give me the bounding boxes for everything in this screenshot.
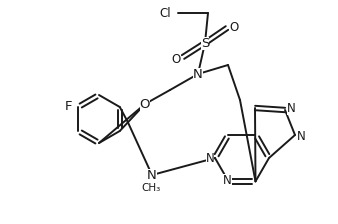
Text: S: S: [201, 37, 209, 50]
Text: N: N: [193, 67, 203, 80]
Text: F: F: [65, 99, 72, 112]
Text: N: N: [287, 101, 295, 114]
Text: N: N: [223, 174, 232, 187]
Text: O: O: [230, 21, 239, 34]
Text: N: N: [147, 168, 157, 181]
Text: N: N: [206, 151, 214, 164]
Text: N: N: [297, 129, 305, 142]
Text: O: O: [171, 52, 180, 65]
Text: O: O: [140, 97, 150, 110]
Text: Cl: Cl: [160, 6, 171, 19]
Text: CH₃: CH₃: [141, 183, 161, 193]
